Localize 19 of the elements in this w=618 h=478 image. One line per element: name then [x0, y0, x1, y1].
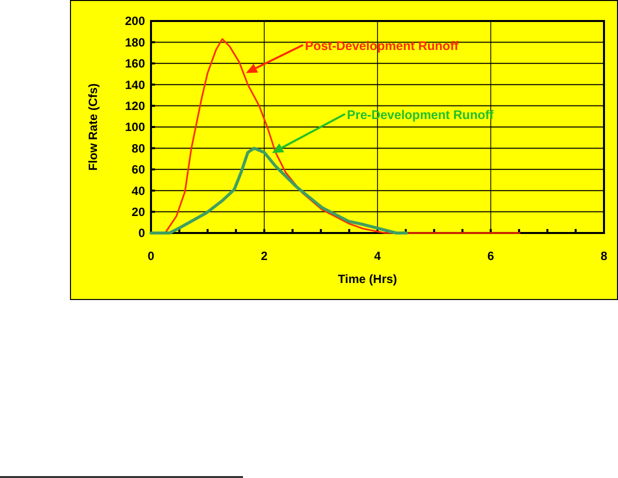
x-tick-label: 2: [260, 249, 268, 263]
y-tick-label: 140: [124, 78, 146, 92]
y-tick-label: 120: [124, 99, 146, 113]
x-tick-label: 4: [374, 249, 382, 263]
x-tick-label: 8: [600, 249, 608, 263]
y-tick-label: 160: [124, 56, 146, 71]
line-series: [150, 146, 408, 234]
y-tick-label: 180: [124, 35, 146, 50]
x-axis-title: Time (Hrs): [338, 272, 398, 286]
y-tick-label: 100: [124, 120, 146, 134]
x-tick-label: 6: [487, 249, 494, 263]
y-tick-label: 80: [132, 141, 146, 156]
y-tick-label: 0: [138, 226, 146, 240]
y-tick-label: 200: [124, 14, 146, 28]
y-tick-label: 20: [132, 205, 146, 219]
y-tick-label: 60: [132, 162, 146, 177]
y-axis-title: Flow Rate (Cfs): [86, 83, 100, 171]
y-tick-label: 40: [132, 184, 146, 198]
x-tick-label: 0: [148, 249, 155, 263]
